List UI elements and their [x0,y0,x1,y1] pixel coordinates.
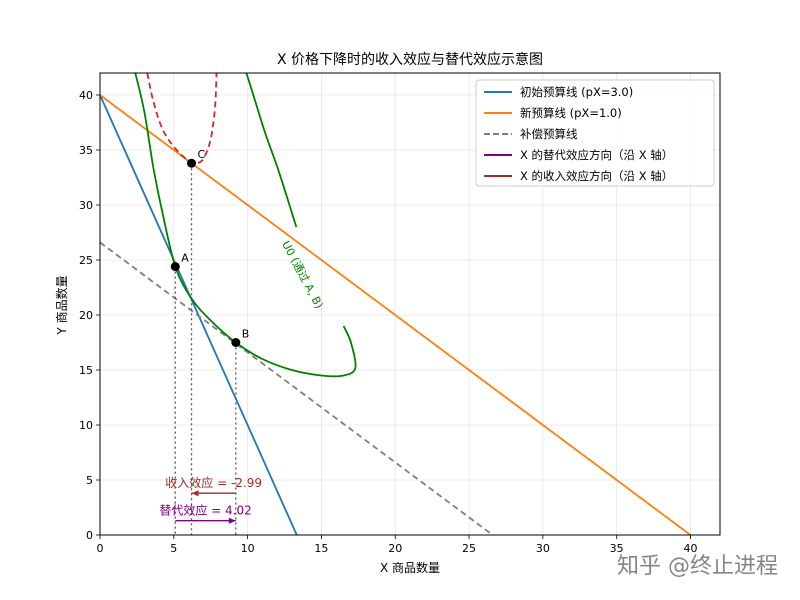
y-tick-label: 20 [79,309,93,322]
point-marker [170,262,180,272]
axes-frame [99,72,721,536]
y-axis-label: Y 商品数量 [54,275,69,335]
x-tick-label: 15 [314,542,328,555]
plot-area: 0 5 10 15 20 25 30 35 40 0 5 10 15 20 25 30 35 40 A B C U0 (通… [79,72,721,555]
effect-label: 收入效应 = -2.99 [165,475,262,490]
y-tick-label: 30 [79,199,93,212]
y-tick-label: 40 [79,89,93,102]
point-label: A [181,252,189,265]
x-tick-label: 0 [97,542,104,555]
y-tick-label: 0 [86,529,93,542]
point-marker [231,338,241,347]
legend-box [475,79,715,187]
y-tick-label: 25 [79,254,93,267]
y-tick-label: 35 [79,144,93,157]
budget-line [100,94,692,535]
plot-data [100,73,692,535]
effect-arrow-head [191,490,199,497]
x-axis-label: X 商品数量 [380,560,440,575]
indifference-curve [245,73,298,228]
indifference-curve [146,73,218,165]
point-label: C [198,148,206,161]
x-tick-label: 35 [610,542,624,555]
point-marker [187,158,197,168]
x-tick-label: 20 [388,542,402,555]
effect-label: 替代效应 = 4.02 [159,503,251,518]
legend-label: 新预算线 (pX=1.0) [520,106,622,120]
legend-label: 初始预算线 (pX=3.0) [520,85,633,99]
curve-label: U0 (通过 A, B) [279,239,326,311]
effect-arrow-head [228,517,236,524]
legend-label: X 的替代效应方向（沿 X 轴） [520,148,673,162]
point-label: B [242,328,250,341]
x-tick-label: 25 [462,542,476,555]
watermark: 知乎 @终止进程 [617,554,778,579]
y-tick-label: 15 [79,364,93,377]
y-tick-label: 10 [79,419,93,432]
x-tick-label: 5 [170,542,177,555]
x-tick-label: 10 [241,542,255,555]
y-tick-label: 5 [86,474,93,487]
budget-line [100,241,494,535]
legend-label: 补偿预算线 [520,127,578,141]
legend-label: X 的收入效应方向（沿 X 轴） [520,169,673,183]
x-tick-label: 30 [536,542,550,555]
x-tick-label: 40 [683,542,697,555]
chart-title: X 价格下降时的收入效应与替代效应示意图 [277,51,543,68]
